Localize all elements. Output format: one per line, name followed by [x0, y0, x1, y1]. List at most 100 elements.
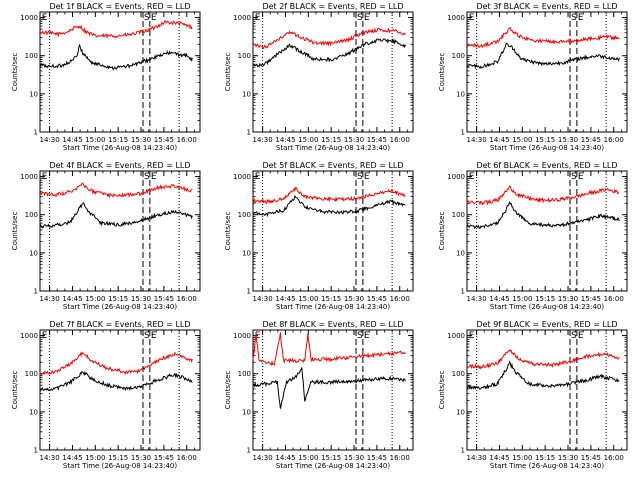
x-tick-label: 15:30 [344, 136, 364, 144]
x-tick-label: 14:45 [489, 295, 509, 303]
event-marker-label: S [357, 331, 363, 341]
lightcurve-line [252, 186, 406, 204]
event-marker-label: E [255, 331, 261, 341]
x-axis-label: Start Time (26-Aug-08 14:23:40) [63, 144, 177, 152]
event-marker-label: S [357, 13, 363, 23]
panel-title: Det 1f BLACK = Events, RED = LLD [49, 2, 190, 11]
detector-panel: Det 1f BLACK = Events, RED = LLD 1 10 100 10… [11, 2, 201, 152]
lightcurve-line [466, 27, 620, 49]
x-axis-label: Start Time (26-Aug-08 14:23:40) [276, 462, 390, 470]
x-axis-label: Start Time (26-Aug-08 14:23:40) [490, 144, 604, 152]
x-tick-label: 14:45 [489, 454, 509, 462]
y-tick-label: 10 [456, 408, 465, 416]
panel-title: Det 6f BLACK = Events, RED = LLD [476, 161, 617, 170]
y-tick-label: 10 [29, 90, 38, 98]
lightcurve-line [39, 43, 193, 71]
x-tick-label: 15:00 [85, 295, 105, 303]
lightcurve-line [252, 367, 406, 409]
x-tick-label: 14:45 [62, 454, 82, 462]
y-axis-label: Counts/sec [11, 371, 19, 410]
x-tick-label: 15:30 [558, 454, 578, 462]
event-marker-label: E [42, 172, 48, 182]
panel-title: Det 2f BLACK = Events, RED = LLD [262, 2, 403, 11]
x-tick-label: 14:30 [467, 295, 487, 303]
x-tick-label: 15:45 [154, 136, 174, 144]
x-tick-label: 14:45 [275, 454, 295, 462]
event-marker-label: S [144, 13, 150, 23]
detector-panel: Det 3f BLACK = Events, RED = LLD 1 10 100 10… [438, 2, 628, 152]
x-tick-label: 15:30 [558, 136, 578, 144]
x-axis-label: Start Time (26-Aug-08 14:23:40) [490, 303, 604, 311]
event-marker-label: S [144, 172, 150, 182]
plot-frame [252, 11, 414, 133]
detector-panel: Det 2f BLACK = Events, RED = LLD 1 10 100 10… [224, 2, 414, 152]
y-tick-label: 100 [238, 52, 251, 60]
x-tick-label: 15:30 [131, 454, 151, 462]
x-axis-label: Start Time (26-Aug-08 14:23:40) [276, 144, 390, 152]
lightcurve-line [39, 182, 193, 199]
y-tick-label: 1 [461, 129, 465, 137]
lightcurve-line [252, 194, 406, 218]
event-marker-label: E [255, 172, 261, 182]
plot-frame [466, 11, 628, 133]
event-marker-label: E [364, 13, 370, 23]
x-tick-label: 15:30 [131, 136, 151, 144]
y-axis-label: Counts/sec [438, 371, 446, 410]
y-tick-label: 100 [238, 211, 251, 219]
event-marker-label: E [469, 172, 475, 182]
x-tick-label: 14:30 [253, 454, 273, 462]
y-tick-label: 1 [34, 129, 38, 137]
x-tick-label: 14:30 [40, 295, 60, 303]
event-marker-label: E [151, 13, 157, 23]
x-tick-label: 14:30 [467, 454, 487, 462]
x-tick-label: 15:15 [321, 454, 341, 462]
y-tick-label: 10 [456, 90, 465, 98]
detector-panel: Det 6f BLACK = Events, RED = LLD 1 10 100 10… [438, 161, 628, 311]
panel-title: Det 7f BLACK = Events, RED = LLD [49, 320, 190, 329]
x-tick-label: 15:15 [321, 136, 341, 144]
x-tick-label: 14:30 [253, 136, 273, 144]
x-tick-label: 15:30 [344, 454, 364, 462]
x-tick-label: 14:45 [275, 295, 295, 303]
event-marker-label: E [42, 331, 48, 341]
lightcurve-line [39, 19, 193, 39]
x-tick-label: 14:30 [40, 136, 60, 144]
x-tick-label: 16:00 [177, 295, 197, 303]
x-tick-label: 16:00 [604, 136, 624, 144]
y-tick-label: 1000 [20, 173, 38, 181]
y-tick-label: 1000 [447, 173, 465, 181]
y-axis-label: Counts/sec [224, 53, 232, 92]
y-tick-label: 100 [25, 370, 38, 378]
event-marker-label: S [571, 331, 577, 341]
x-tick-label: 14:30 [40, 454, 60, 462]
x-tick-label: 15:00 [298, 136, 318, 144]
x-tick-label: 15:30 [344, 295, 364, 303]
x-tick-label: 15:15 [108, 454, 128, 462]
event-marker-label: S [357, 172, 363, 182]
y-tick-label: 1000 [233, 14, 251, 22]
x-tick-label: 15:15 [108, 295, 128, 303]
plot-frame [39, 170, 201, 292]
lightcurve-line [466, 42, 620, 70]
panel-title: Det 8f BLACK = Events, RED = LLD [262, 320, 403, 329]
y-tick-label: 100 [452, 211, 465, 219]
x-tick-label: 16:00 [604, 454, 624, 462]
x-tick-label: 16:00 [604, 295, 624, 303]
event-marker-label: S [144, 331, 150, 341]
y-tick-label: 100 [25, 211, 38, 219]
x-tick-label: 16:00 [390, 454, 410, 462]
panel-title: Det 5f BLACK = Events, RED = LLD [262, 161, 403, 170]
x-tick-label: 15:30 [558, 295, 578, 303]
plot-frame [252, 170, 414, 292]
y-axis-label: Counts/sec [438, 53, 446, 92]
x-tick-label: 15:30 [131, 295, 151, 303]
detector-panel: Det 7f BLACK = Events, RED = LLD 1 10 100 10… [11, 320, 201, 470]
event-marker-label: E [364, 331, 370, 341]
x-tick-label: 15:00 [85, 454, 105, 462]
x-tick-label: 15:45 [581, 295, 601, 303]
panel-title: Det 9f BLACK = Events, RED = LLD [476, 320, 617, 329]
x-axis-label: Start Time (26-Aug-08 14:23:40) [63, 303, 177, 311]
panel-title: Det 3f BLACK = Events, RED = LLD [476, 2, 617, 11]
y-tick-label: 100 [238, 370, 251, 378]
plot-frame [39, 329, 201, 451]
